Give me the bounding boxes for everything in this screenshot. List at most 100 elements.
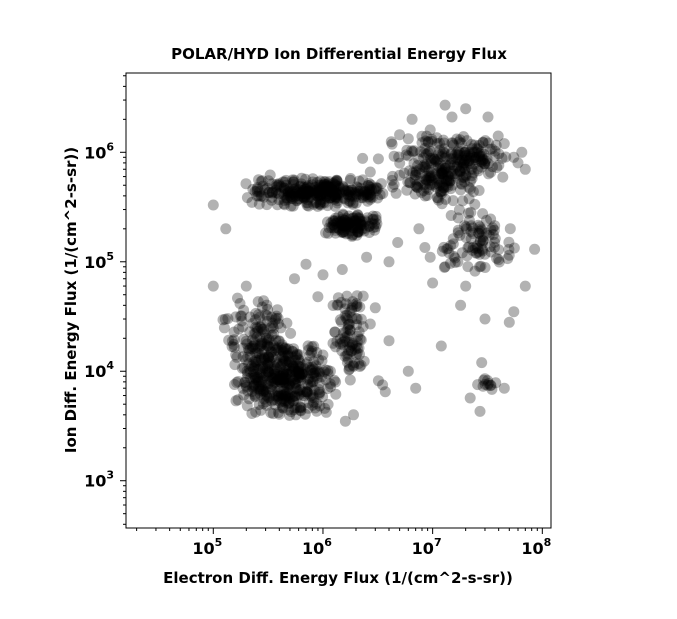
data-point-1280 xyxy=(348,360,360,372)
data-point-1282 xyxy=(353,358,365,369)
data-point-1343 xyxy=(353,326,365,338)
data-point-125 xyxy=(285,191,297,203)
data-point-122 xyxy=(266,194,278,206)
data-point-76 xyxy=(317,180,329,192)
data-point-671 xyxy=(460,150,472,161)
data-point-1037 xyxy=(282,349,294,361)
data-point-1061 xyxy=(275,376,287,388)
data-point-155 xyxy=(363,187,375,199)
data-point-263 xyxy=(271,199,283,211)
data-point-565 xyxy=(387,170,399,182)
data-point-197 xyxy=(328,181,340,193)
data-point-1138 xyxy=(255,338,267,350)
data-point-1359 xyxy=(489,233,501,245)
data-point-1259 xyxy=(273,335,285,347)
data-point-1462 xyxy=(402,133,414,145)
data-point-819 xyxy=(283,380,295,392)
data-point-616 xyxy=(449,168,461,180)
data-point-848 xyxy=(268,394,280,406)
data-point-817 xyxy=(311,397,323,409)
data-point-259 xyxy=(321,188,333,200)
data-point-40 xyxy=(253,198,265,210)
data-point-483 xyxy=(426,170,438,182)
data-point-743 xyxy=(290,350,302,362)
data-point-567 xyxy=(423,175,434,187)
data-point-928 xyxy=(283,386,295,398)
data-point-943 xyxy=(263,366,275,378)
data-point-1110 xyxy=(249,391,261,403)
data-point-875 xyxy=(267,408,279,420)
data-point-1363 xyxy=(503,249,515,261)
data-point-94 xyxy=(322,200,334,212)
data-point-539 xyxy=(420,174,432,186)
data-point-786 xyxy=(286,363,298,375)
data-point-208 xyxy=(303,185,315,197)
data-point-690 xyxy=(477,137,489,149)
data-point-292 xyxy=(318,196,330,208)
data-point-1091 xyxy=(288,371,300,383)
data-point-558 xyxy=(442,175,454,187)
data-point-860 xyxy=(276,402,288,414)
data-point-1135 xyxy=(268,339,280,351)
data-point-909 xyxy=(245,372,257,384)
data-point-725 xyxy=(461,152,472,164)
data-point-798 xyxy=(305,380,317,392)
data-point-380 xyxy=(351,229,363,241)
data-point-1414 xyxy=(489,220,501,232)
data-point-53 xyxy=(271,181,283,193)
data-point-1447 xyxy=(472,379,484,391)
data-point-192 xyxy=(337,181,349,193)
data-point-1445 xyxy=(479,373,491,385)
data-point-574 xyxy=(459,154,471,166)
data-point-1321 xyxy=(346,339,358,351)
data-point-901 xyxy=(317,391,329,403)
data-point-236 xyxy=(311,187,323,199)
data-point-519 xyxy=(415,146,427,158)
data-point-245 xyxy=(293,184,305,195)
data-point-595 xyxy=(434,179,445,191)
data-point-590 xyxy=(446,179,458,191)
data-point-1510 xyxy=(289,273,300,285)
data-point-657 xyxy=(419,143,431,154)
data-point-1371 xyxy=(454,229,466,241)
data-point-225 xyxy=(388,179,400,190)
data-point-961 xyxy=(285,366,297,378)
data-point-146 xyxy=(353,175,365,187)
data-point-501 xyxy=(432,192,444,204)
data-point-1314 xyxy=(350,340,362,352)
data-point-141 xyxy=(309,188,321,200)
data-point-728 xyxy=(479,158,491,170)
data-point-185 xyxy=(311,196,322,208)
data-point-411 xyxy=(358,220,369,231)
data-point-1461 xyxy=(385,136,397,148)
data-point-615 xyxy=(445,157,456,169)
data-point-1415 xyxy=(445,240,457,252)
data-point-833 xyxy=(322,398,334,410)
data-point-1348 xyxy=(358,355,370,367)
plot-frame xyxy=(125,72,552,529)
data-point-476 xyxy=(429,156,441,167)
data-point-979 xyxy=(290,379,302,391)
data-point-618 xyxy=(431,181,442,193)
data-point-256 xyxy=(351,181,363,193)
data-point-1354 xyxy=(452,212,464,224)
data-point-907 xyxy=(309,366,321,378)
data-point-1124 xyxy=(277,346,289,358)
data-point-1222 xyxy=(219,313,231,325)
data-point-1080 xyxy=(293,389,305,401)
data-point-406 xyxy=(337,208,349,220)
data-point-354 xyxy=(352,226,364,238)
data-point-1125 xyxy=(261,310,273,322)
data-point-1292 xyxy=(334,338,346,350)
data-point-952 xyxy=(285,377,296,389)
data-point-740 xyxy=(283,356,295,368)
data-point-1388 xyxy=(479,248,491,260)
data-point-444 xyxy=(410,181,422,193)
data-point-222 xyxy=(311,185,323,197)
data-point-799 xyxy=(254,367,266,379)
data-point-802 xyxy=(293,367,305,379)
data-point-412 xyxy=(350,215,362,227)
data-point-182 xyxy=(282,188,294,200)
data-point-1362 xyxy=(473,227,485,239)
data-point-1020 xyxy=(270,390,282,402)
